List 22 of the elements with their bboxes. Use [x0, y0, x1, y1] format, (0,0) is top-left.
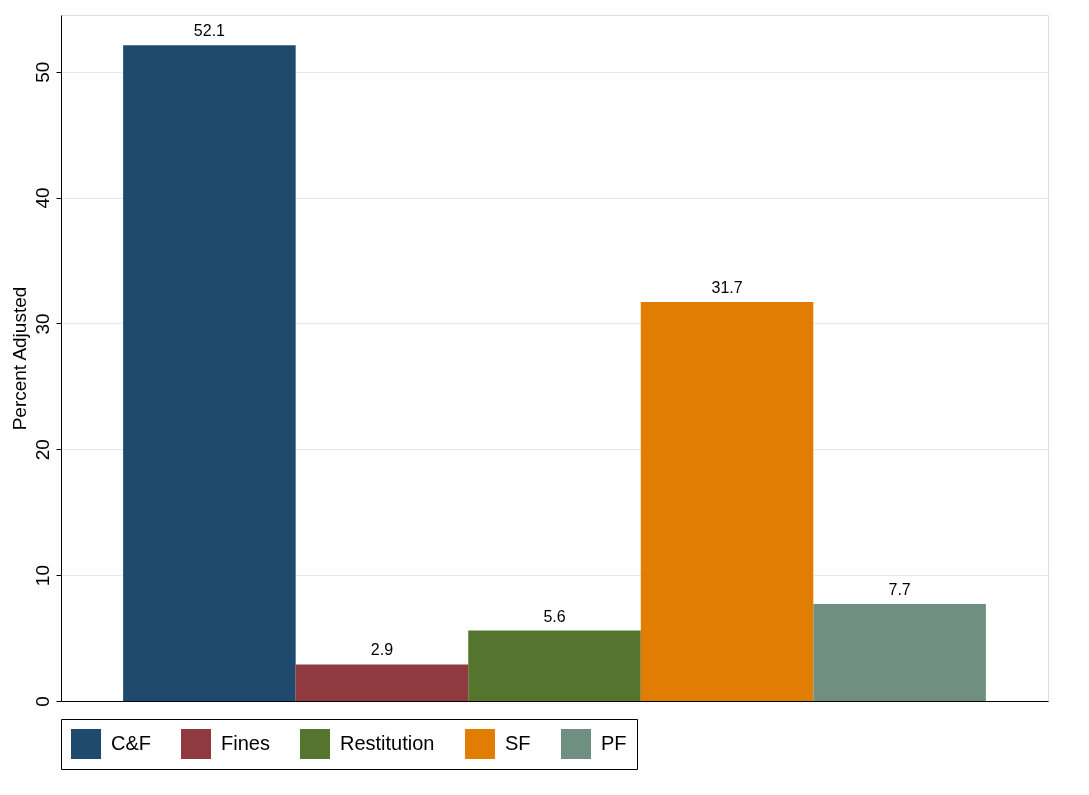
bar	[640, 301, 814, 701]
legend-label: SF	[505, 732, 531, 754]
y-tick-label: 0	[31, 696, 53, 707]
legend-label: C&F	[111, 732, 151, 754]
bar	[123, 45, 296, 701]
legend-label: Fines	[221, 732, 270, 754]
y-tick-label: 20	[31, 439, 53, 461]
bar	[295, 664, 469, 701]
data-label: 5.6	[543, 607, 566, 625]
y-axis-title: Percent Adjusted	[8, 286, 30, 431]
y-tick-label: 30	[31, 313, 53, 335]
y-tick-label: 40	[31, 187, 53, 209]
y-tick-label: 10	[31, 565, 53, 587]
bar	[468, 630, 641, 701]
data-label: 7.7	[888, 581, 911, 599]
data-label: 2.9	[370, 641, 394, 659]
legend-label: PF	[601, 732, 627, 754]
y-tick-label: 50	[31, 61, 53, 83]
legend-label: Restitution	[340, 732, 435, 754]
bar	[813, 604, 986, 701]
data-label: 52.1	[193, 22, 226, 40]
data-label: 31.7	[711, 278, 743, 296]
